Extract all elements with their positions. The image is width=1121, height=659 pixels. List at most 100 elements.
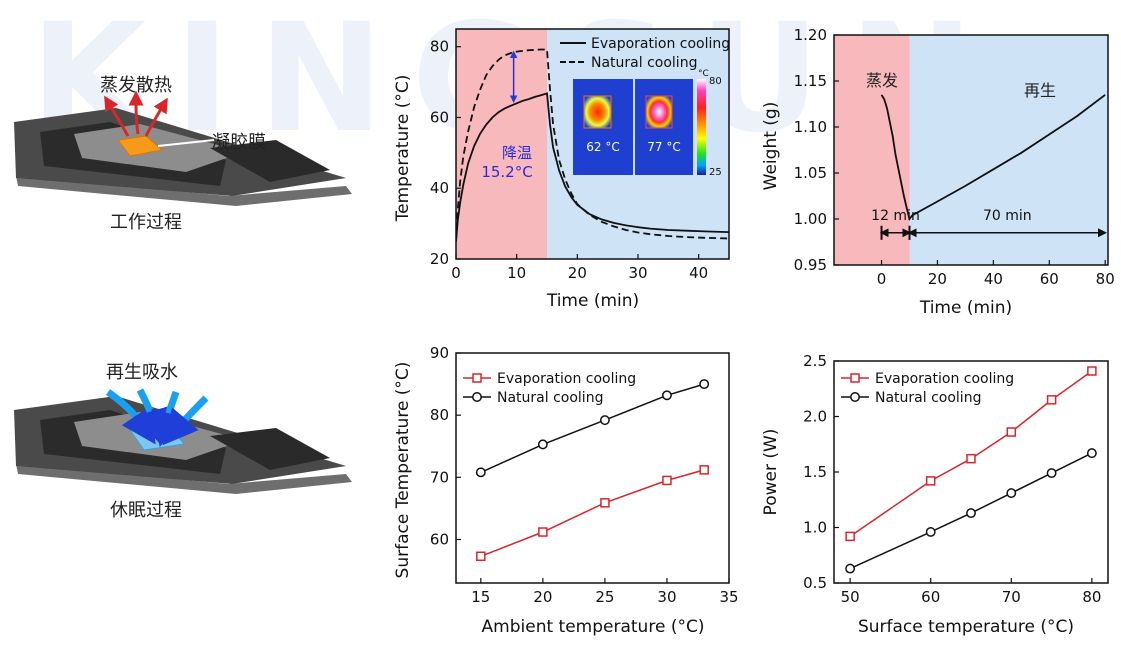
- surface-ambient-chart: 15 20 25 30 35 60 70 80 90 Surface Temperature (…: [393, 344, 739, 637]
- y-axis-label: Surface Temperature (°C): [393, 362, 413, 579]
- device-sleeping: 再生吸水 休眠过程: [14, 362, 352, 521]
- evaporation-label: 蒸发散热: [100, 75, 172, 96]
- x-axis-label: Time (min): [546, 291, 639, 311]
- x-tick-label: 10: [507, 264, 526, 282]
- legend-marker-evaporation: [472, 373, 482, 383]
- data-point-natural: [1006, 488, 1017, 499]
- thermal-color-scale: [697, 79, 706, 175]
- legend-label-natural: Natural cooling: [497, 390, 603, 406]
- series-line-natural: [456, 48, 729, 242]
- x-tick-label: 50: [841, 588, 860, 606]
- data-point-natural: [599, 415, 610, 426]
- board-shadow: [16, 176, 352, 206]
- cooling-label: 降温: [502, 144, 532, 162]
- y-tick-label: 70: [430, 468, 449, 486]
- working-caption: 工作过程: [110, 212, 182, 233]
- x-tick-label: 80: [1096, 270, 1115, 288]
- thermal-scale-max: 80: [709, 76, 722, 87]
- y-tick-label: 0.95: [794, 256, 827, 274]
- regeneration-label: 再生吸水: [106, 362, 178, 383]
- y-tick-label: 0.5: [803, 574, 827, 592]
- legend-label-natural: Natural cooling: [591, 55, 697, 71]
- x-tick-label: 80: [1082, 588, 1101, 606]
- thermal-label-evaporation: 62 °C: [586, 140, 619, 154]
- y-tick-label: 1.20: [794, 26, 827, 44]
- thermal-spot-evaporation: [583, 95, 612, 129]
- data-point-natural: [1086, 448, 1097, 459]
- legend-marker-natural: [472, 392, 482, 402]
- data-point-natural: [925, 526, 936, 537]
- plot-frame: [455, 352, 730, 584]
- x-axis-label: Ambient temperature (°C): [482, 617, 705, 637]
- data-point-evaporation: [1006, 427, 1017, 437]
- y-tick-label: 90: [430, 344, 449, 362]
- y-tick-label: 60: [430, 108, 449, 126]
- x-tick-label: 35: [719, 588, 738, 606]
- plot-frame: [833, 34, 1109, 266]
- data-point-evaporation: [699, 465, 709, 475]
- heat-arrow-1: [104, 95, 130, 137]
- heat-arrow-3: [144, 97, 168, 137]
- x-axis-label: Time (min): [919, 298, 1012, 318]
- thermal-spot-natural: [645, 95, 673, 129]
- data-point-evaporation: [845, 531, 855, 542]
- data-point-natural: [475, 467, 486, 478]
- x-tick-label: 15: [471, 588, 490, 606]
- data-point-evaporation: [662, 475, 672, 486]
- legend-label-evaporation: Evaporation cooling: [875, 371, 1014, 387]
- legend-label-natural: Natural cooling: [875, 390, 981, 406]
- y-tick-label: 80: [430, 38, 449, 56]
- x-tick-label: 20: [533, 588, 552, 606]
- thermal-inset: 62 °C 77 °C °C 80 25: [573, 69, 722, 178]
- data-point-evaporation: [966, 453, 976, 464]
- x-tick-label: 60: [1040, 270, 1059, 288]
- series-line-weight: [880, 94, 1106, 222]
- data-point-evaporation: [1046, 395, 1057, 405]
- data-point-natural: [1046, 468, 1057, 479]
- data-point-evaporation: [925, 476, 936, 486]
- y-tick-label: 1.10: [794, 118, 827, 136]
- board-right-pad: [210, 428, 330, 470]
- y-tick-label: 60: [430, 530, 449, 548]
- x-tick-label: 0: [451, 264, 461, 282]
- data-point-evaporation: [600, 498, 610, 508]
- y-axis-label: Power (W): [761, 429, 781, 516]
- data-point-evaporation: [1087, 366, 1097, 376]
- y-tick-label: 1.05: [794, 164, 827, 182]
- region-heating: [456, 29, 547, 259]
- y-tick-label: 40: [430, 179, 449, 197]
- data-point-natural: [845, 563, 856, 574]
- y-tick-label: 1.00: [794, 210, 827, 228]
- power-surface-chart: 50 60 70 80 0.5 1.0 1.5 2.0 2.5 Power (W) Surfac…: [761, 352, 1109, 637]
- board-shadow: [16, 464, 352, 494]
- gel-film-label: 凝胶膜: [212, 132, 266, 153]
- film-pointer: [157, 139, 215, 147]
- legend-label-evaporation: Evaporation cooling: [497, 371, 636, 387]
- data-point-natural: [662, 390, 672, 401]
- x-tick-label: 25: [595, 588, 614, 606]
- water-arrow-4: [162, 395, 209, 446]
- thermal-unit: °C: [698, 69, 709, 79]
- x-tick-label: 30: [657, 588, 676, 606]
- y-tick-label: 2.5: [803, 352, 827, 370]
- x-tick-label: 70: [1002, 588, 1021, 606]
- cooling-amount: 15.2°C: [481, 163, 532, 181]
- thermal-label-natural: 77 °C: [647, 140, 680, 154]
- heat-arrow-2: [128, 90, 144, 135]
- region-evaporation: [834, 35, 910, 265]
- gel-film: [117, 135, 164, 157]
- data-point-evaporation: [476, 551, 486, 562]
- legend-marker-natural: [850, 392, 860, 402]
- interval-label: 12 min: [871, 208, 920, 224]
- y-tick-label: 1.5: [803, 463, 827, 481]
- temperature-time-chart: 0 10 20 30 40 20 40 60 80 Temperature (°C) Time …: [393, 28, 730, 311]
- x-tick-label: 60: [921, 588, 940, 606]
- region-regeneration: [909, 35, 1108, 265]
- y-tick-label: 20: [430, 250, 449, 268]
- series-line-evaporation: [456, 92, 729, 242]
- board-right-pad: [210, 140, 330, 182]
- sleeping-caption: 休眠过程: [110, 500, 182, 521]
- plot-frame: [455, 28, 730, 260]
- data-point-evaporation: [538, 527, 548, 537]
